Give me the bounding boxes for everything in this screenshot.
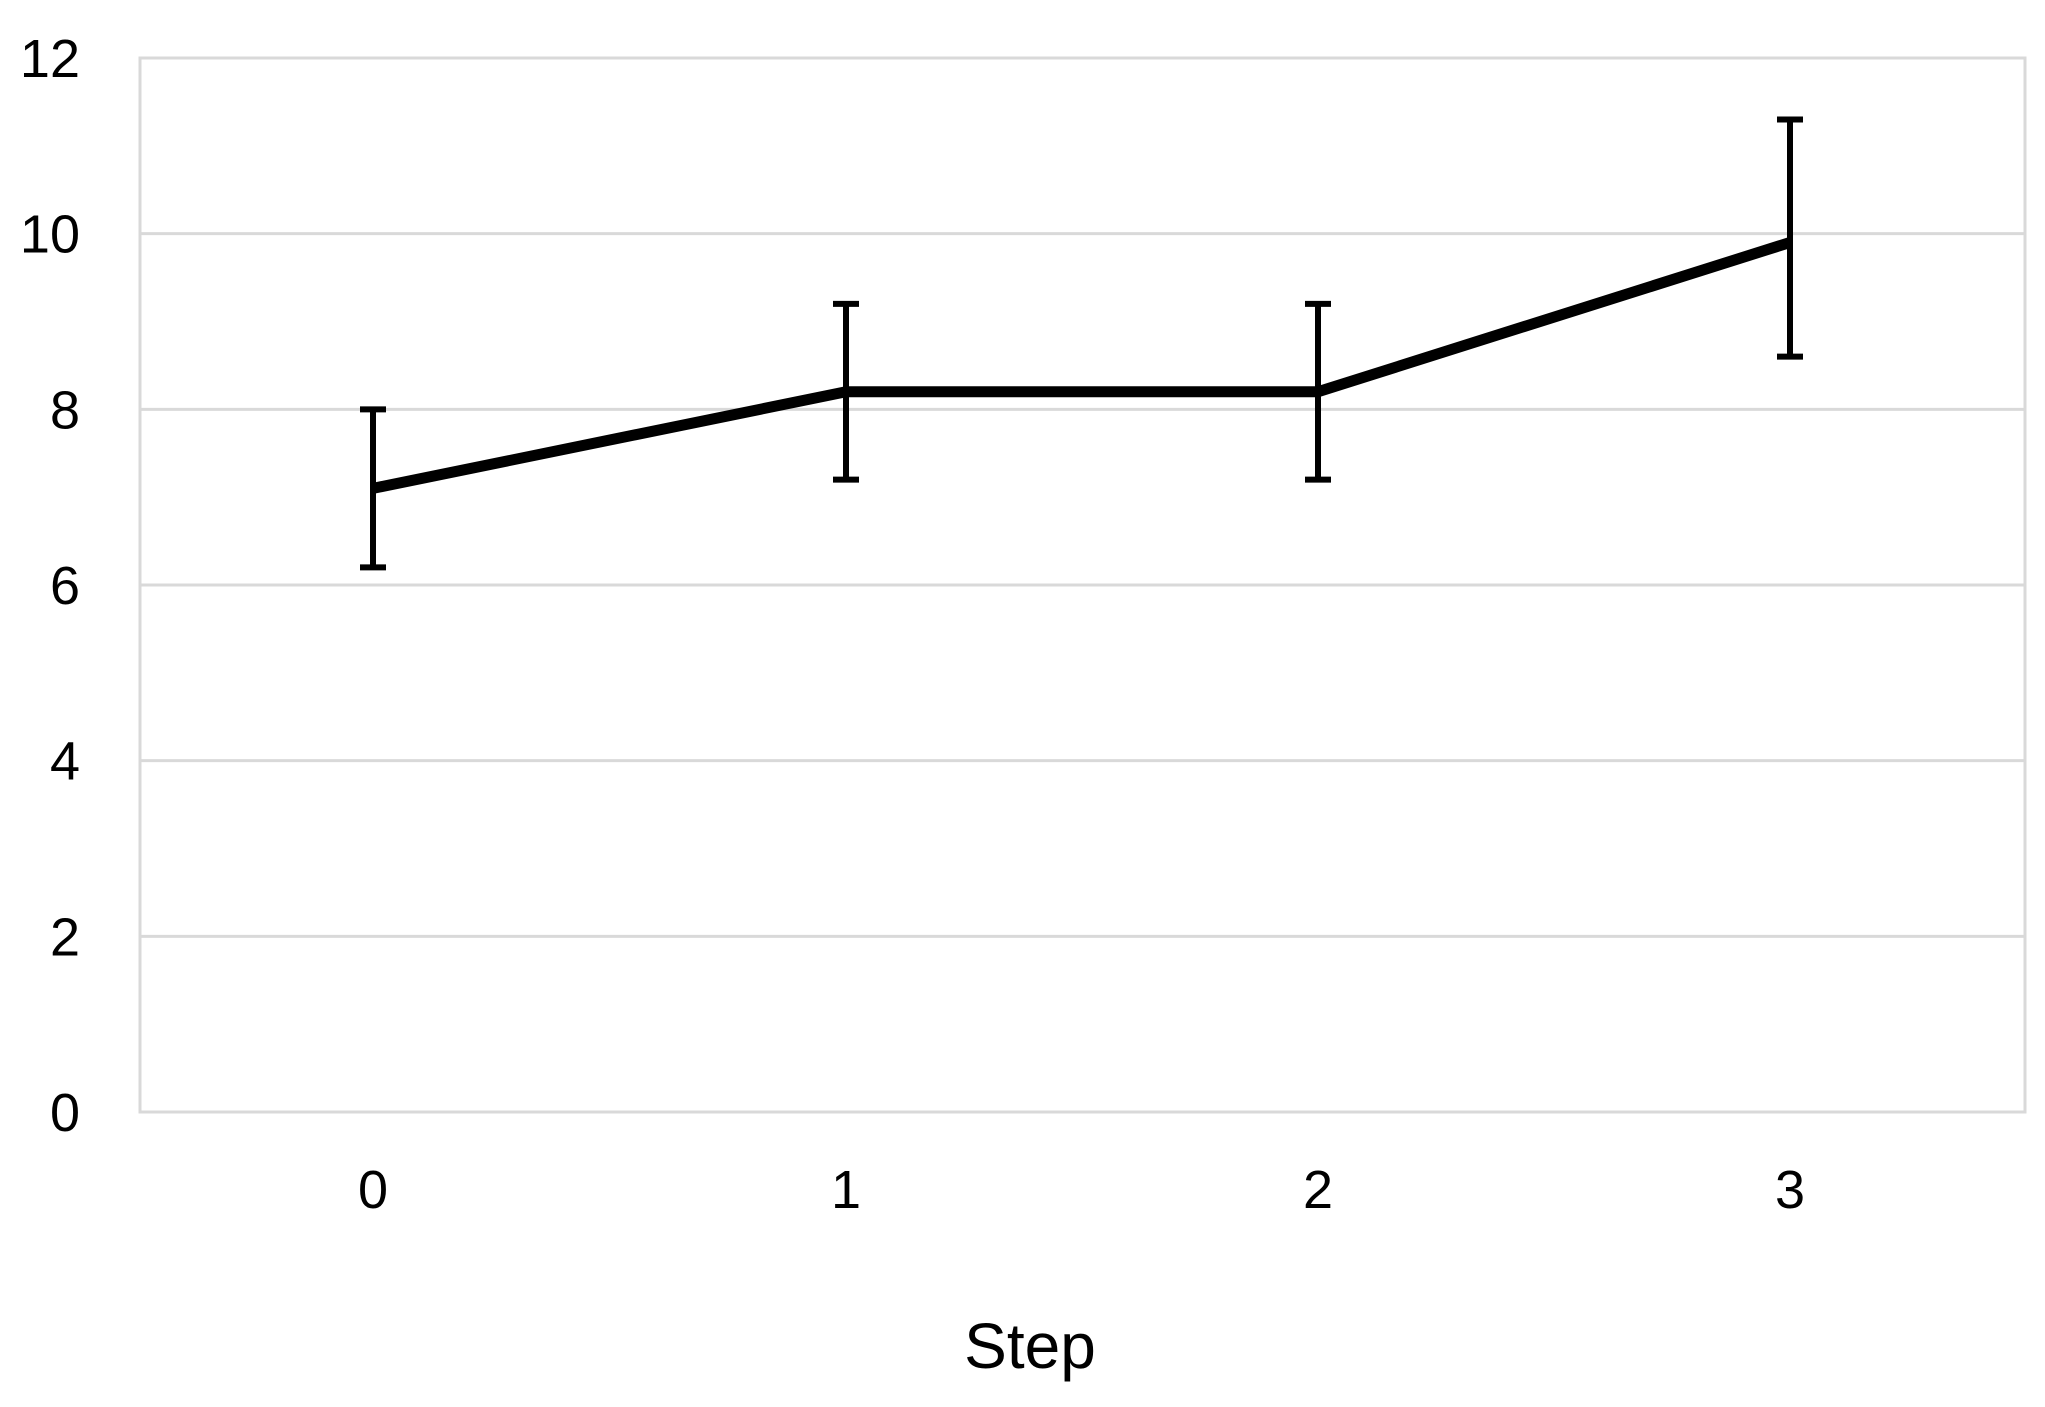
error-bar (1777, 116, 1803, 360)
x-tick-label: 3 (1775, 1160, 1805, 1220)
plot-frame (138, 56, 2027, 1114)
y-tick-label: 4 (50, 732, 80, 792)
error-bar (360, 406, 386, 571)
y-tick-label: 12 (20, 29, 80, 89)
x-tick-label: 2 (1303, 1160, 1333, 1220)
y-tick-label: 2 (50, 907, 80, 967)
x-tick-label: 0 (358, 1160, 388, 1220)
y-tick-label: 0 (50, 1083, 80, 1143)
y-tick-label: 6 (50, 556, 80, 616)
series-line (371, 237, 1792, 494)
y-tick-label: 10 (20, 205, 80, 265)
y-axis-ticks: 0 2 4 6 8 10 12 (20, 29, 80, 1143)
x-axis-title: Step (964, 1310, 1096, 1382)
series-0 (360, 116, 1803, 571)
y-tick-label: 8 (50, 380, 80, 440)
x-tick-label: 1 (831, 1160, 861, 1220)
gridlines (140, 56, 2025, 1114)
series-group (360, 116, 1803, 571)
x-axis-ticks: 0 1 2 3 (358, 1160, 1805, 1220)
